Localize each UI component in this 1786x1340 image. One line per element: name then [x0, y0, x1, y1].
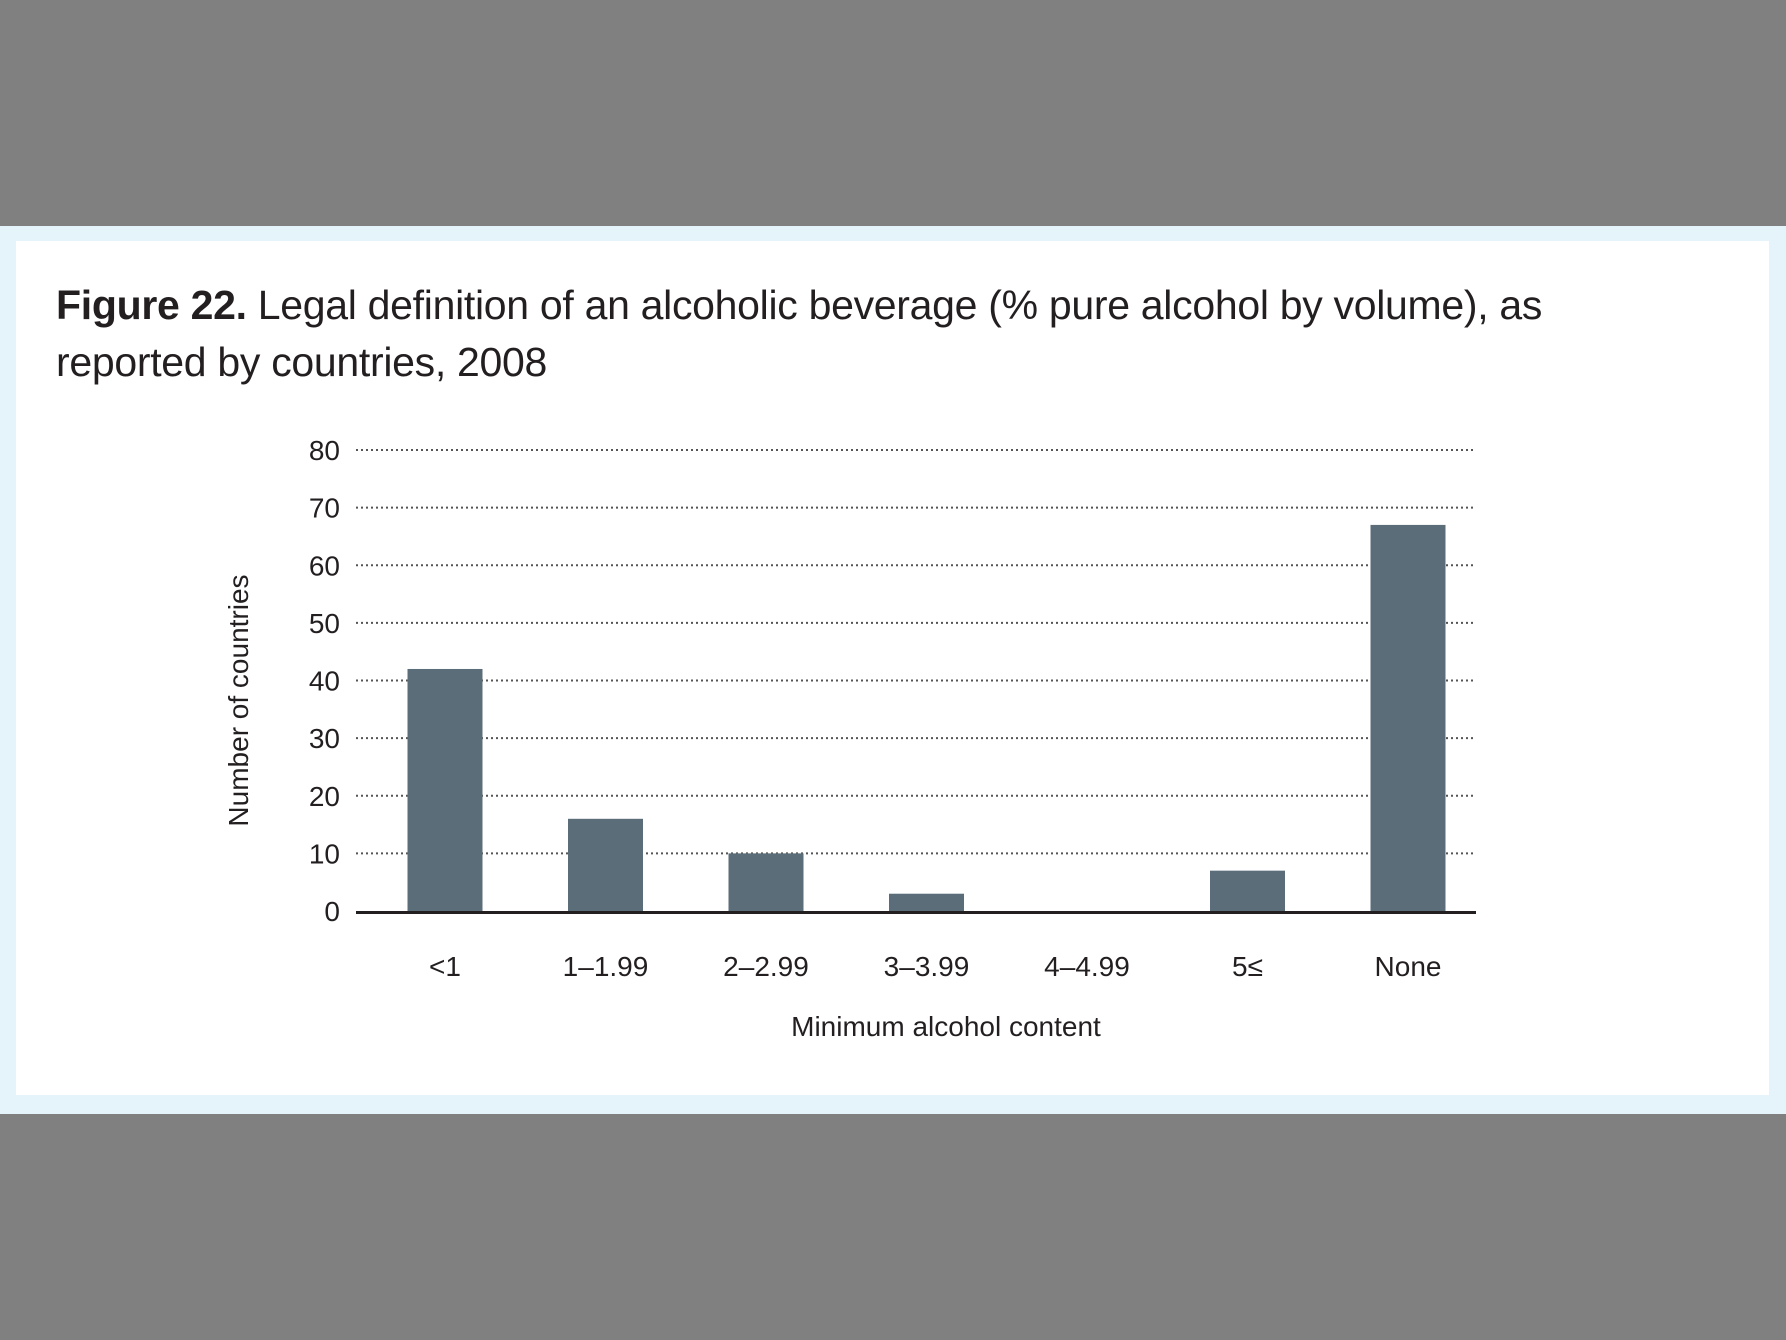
x-tick-label-0: <1	[429, 951, 461, 982]
y-axis-ticks: 0 10 20 30 40 50 60 70 80	[309, 435, 340, 927]
bar-0	[407, 668, 483, 911]
figure-card: Figure 22. Legal definition of an alcoho…	[16, 241, 1769, 1095]
figure-caption: Legal definition of an alcoholic beverag…	[56, 282, 1543, 385]
y-tick-label-60: 60	[309, 550, 340, 581]
y-tick-label-20: 20	[309, 781, 340, 812]
gridlines	[356, 449, 1476, 855]
bar-chart: 0 10 20 30 40 50 60 70 80 <1 1–1.99 2–2.99 3–3.99 4–…	[223, 435, 1476, 1042]
y-tick-label-10: 10	[309, 838, 340, 869]
bar-1	[568, 818, 643, 911]
figure-title: Figure 22. Legal definition of an alcoho…	[56, 277, 1696, 391]
bars	[407, 524, 1446, 911]
y-tick-label-40: 40	[309, 666, 340, 697]
bar-5	[1210, 870, 1285, 911]
figure-number: Figure 22.	[56, 282, 247, 328]
x-tick-label-2: 2–2.99	[723, 951, 809, 982]
x-tick-label-3: 3–3.99	[884, 951, 970, 982]
y-tick-label-50: 50	[309, 608, 340, 639]
y-tick-label-80: 80	[309, 435, 340, 466]
x-tick-label-6: None	[1375, 951, 1442, 982]
x-tick-label-4: 4–4.99	[1044, 951, 1130, 982]
y-tick-label-70: 70	[309, 493, 340, 524]
x-tick-label-1: 1–1.99	[563, 951, 649, 982]
x-tick-label-5: 5≤	[1232, 951, 1263, 982]
y-axis-title: Number of countries	[223, 574, 254, 826]
bar-2	[728, 853, 804, 911]
x-axis-title: Minimum alcohol content	[791, 1011, 1101, 1042]
y-tick-label-30: 30	[309, 723, 340, 754]
bar-6	[1370, 524, 1446, 911]
x-axis-ticks: <1 1–1.99 2–2.99 3–3.99 4–4.99 5≤ None	[429, 951, 1441, 982]
bar-3	[889, 893, 964, 911]
y-tick-label-0: 0	[324, 896, 340, 927]
